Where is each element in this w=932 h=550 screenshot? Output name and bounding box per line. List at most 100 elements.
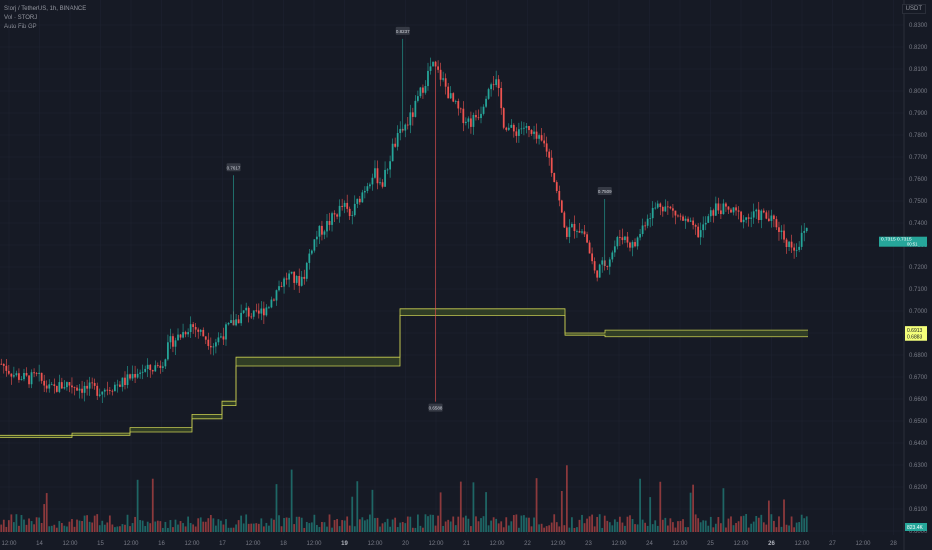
candle-body — [644, 225, 647, 227]
indicator-legend[interactable]: Auto Fib GP — [4, 24, 37, 30]
candle-body — [98, 394, 101, 396]
candle-body — [394, 143, 397, 147]
candle-body — [757, 209, 760, 221]
time-tick: 21 — [463, 541, 470, 547]
volume-bar — [379, 526, 381, 532]
fib-zone — [565, 333, 605, 336]
candle-body — [586, 234, 588, 243]
volume-bar — [515, 514, 518, 532]
volume-bar — [358, 519, 361, 532]
candle-body — [646, 218, 649, 226]
candle-body — [174, 340, 177, 347]
candle-body — [300, 276, 303, 286]
candle-body — [83, 385, 86, 393]
volume-bar — [697, 518, 700, 532]
candle-body — [553, 172, 556, 183]
candle-body — [790, 241, 793, 248]
time-tick: 18 — [280, 541, 287, 547]
candle-body — [303, 276, 306, 279]
volume-bar — [33, 524, 35, 532]
candle-body — [689, 220, 692, 222]
candle-body — [429, 66, 432, 71]
candle-body — [280, 286, 283, 287]
volume-bar — [0, 524, 3, 532]
volume-bar — [619, 516, 621, 532]
candle-body — [411, 112, 414, 117]
candle-body — [654, 207, 657, 209]
candle-body — [131, 374, 134, 379]
price-tick: 0.8300 — [909, 23, 928, 29]
candle-body — [598, 264, 601, 278]
volume-bar — [63, 525, 66, 532]
candle-body — [568, 227, 571, 237]
price-tick: 0.6100 — [909, 507, 928, 513]
candle-body — [659, 203, 662, 207]
volume-bar — [510, 521, 513, 532]
candle-body — [336, 214, 338, 217]
volume-bar — [742, 515, 745, 532]
volume-bar — [631, 518, 634, 532]
volume-bar — [363, 520, 366, 532]
candle-body — [144, 368, 147, 372]
candle-body — [212, 346, 215, 348]
candle-body — [298, 275, 301, 286]
candle-body — [63, 387, 66, 389]
volume-bar — [353, 526, 356, 532]
volume-bar — [15, 514, 18, 532]
candle-body — [66, 382, 68, 388]
candle-body — [71, 385, 73, 388]
volume-bar — [374, 518, 376, 532]
volume-bar — [649, 497, 652, 532]
volume-bar — [187, 516, 189, 532]
candle-body — [475, 115, 477, 118]
volume-bar — [225, 519, 227, 532]
volume-bar — [116, 526, 119, 532]
volume-bar — [174, 519, 177, 532]
candle-body — [629, 242, 631, 248]
volume-bar — [182, 523, 184, 532]
volume-bar — [154, 521, 157, 532]
candle-body — [134, 374, 136, 378]
volume-bar — [177, 524, 179, 532]
volume-bar — [669, 518, 672, 532]
volume-bar — [505, 517, 508, 532]
price-tick: 0.7200 — [909, 265, 928, 271]
candle-body — [293, 271, 296, 283]
candle-body — [464, 121, 467, 124]
volume-bar — [525, 517, 528, 532]
volume-bar — [161, 527, 164, 532]
high-label: 0.7617 — [227, 165, 241, 170]
volume-bar — [45, 493, 48, 532]
candle-body — [333, 213, 336, 215]
candle-body — [81, 388, 83, 393]
candle-body — [732, 207, 735, 213]
candle-body — [38, 372, 41, 374]
candle-body — [538, 135, 540, 139]
volume-bar — [477, 521, 480, 532]
candle-body — [616, 237, 619, 247]
candle-body — [328, 221, 331, 225]
volume-bar — [770, 514, 773, 532]
symbol-title[interactable]: Storj / TetherUS, 1h, BINANCE — [4, 6, 87, 12]
candle-body — [480, 113, 482, 119]
candle-body — [308, 253, 311, 263]
candle-body — [285, 278, 288, 280]
volume-bar — [149, 523, 152, 532]
volume-bar — [215, 525, 217, 532]
candle-body — [482, 106, 485, 114]
candle-body — [35, 373, 38, 375]
volume-bar — [146, 521, 149, 532]
volume-bar — [492, 517, 495, 532]
candle-body — [116, 384, 119, 386]
candle-body — [323, 231, 326, 235]
currency-badge[interactable]: USDT — [901, 4, 926, 14]
candle-body — [755, 209, 758, 212]
volume-legend[interactable]: Vol · STORJ — [4, 15, 38, 21]
time-tick: 27 — [829, 541, 836, 547]
volume-bar — [247, 523, 250, 532]
candle-body — [53, 384, 56, 386]
candle-body — [677, 215, 679, 217]
candle-body — [447, 86, 450, 99]
candle-body — [750, 217, 753, 219]
